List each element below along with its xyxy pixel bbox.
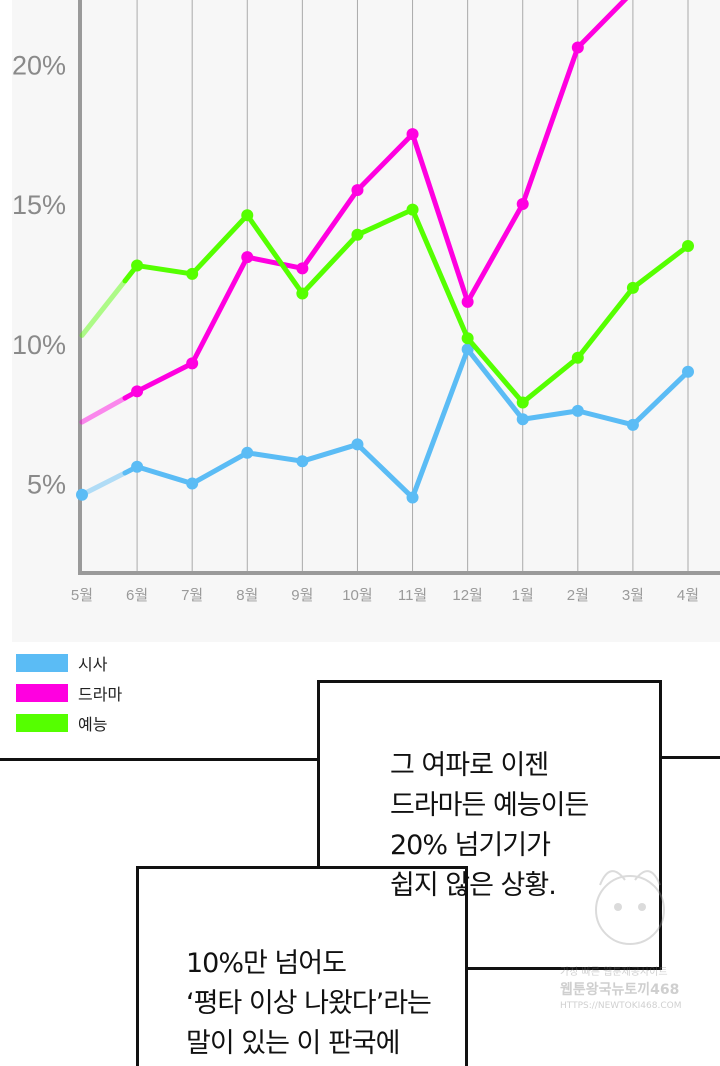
data-point (571, 351, 584, 364)
data-point (682, 239, 694, 252)
data-point (296, 287, 309, 300)
legend-label-variety: 예능 (78, 715, 108, 734)
x-tick-label: 12월 (452, 587, 483, 604)
caption-line: 10%만 넘어도 (186, 948, 347, 979)
x-tick-label: 6월 (126, 587, 148, 604)
x-tick-label: 10월 (342, 587, 373, 604)
divider-right (658, 756, 720, 759)
chart-panel: 5% 10% 15% 20% 5월 6월 7월 8월 9월 10월 11월 12월 1월 2월 3월 4월 (12, 0, 720, 642)
mascot-icon (595, 870, 665, 945)
data-point (351, 438, 364, 451)
data-point (682, 365, 694, 378)
series-fade-0 (79, 470, 128, 498)
series-line-1 (134, 0, 629, 394)
data-point (241, 251, 254, 264)
x-tick-label: 9월 (291, 587, 313, 604)
caption-bubble-1: 그 여파로 이젠 드라마든 예능이든 20% 넘기기가 쉽지 않은 상황. (390, 746, 589, 906)
panel-overlap-mask (320, 869, 465, 967)
data-point (571, 404, 584, 417)
y-tick-label: 20% (12, 50, 66, 80)
data-point (131, 259, 144, 272)
legend-label-sisa: 시사 (78, 655, 108, 674)
data-point (516, 413, 529, 426)
y-tick-label: 10% (12, 330, 66, 360)
legend-swatch-sisa (16, 654, 68, 672)
legend-label-drama: 드라마 (78, 685, 123, 704)
watermark-line-1: 가장 빠른 웹툰제공사이트 (560, 967, 668, 978)
legend-swatch-drama (16, 684, 68, 702)
chart-legend: 시사 드라마 예능 (16, 648, 122, 738)
legend-item-drama: 드라마 (16, 678, 122, 708)
data-point (296, 455, 309, 468)
data-point (461, 295, 474, 308)
x-tick-label: 8월 (236, 587, 258, 604)
data-point (186, 267, 199, 280)
data-point (351, 184, 364, 197)
data-point (131, 460, 144, 473)
caption-line: ‘평타 이상 나왔다’라는 (186, 988, 432, 1019)
data-point (241, 446, 254, 459)
series-fade-1 (79, 395, 128, 425)
x-tick-label: 1월 (512, 587, 534, 604)
data-point (406, 128, 419, 141)
watermark-line-3: HTTPS://NEWTOKI468.COM (560, 1001, 682, 1011)
caption-line: 드라마든 예능이든 (390, 790, 589, 821)
data-point (461, 343, 474, 356)
watermark-line-2: 웹툰왕국뉴토끼468 (560, 982, 680, 998)
data-point (406, 491, 419, 504)
data-point (516, 396, 529, 409)
y-tick-label: 5% (27, 470, 66, 500)
data-point (406, 203, 419, 216)
caption-line: 말이 있는 이 판국에 (186, 1028, 400, 1059)
y-tick-label: 15% (12, 190, 66, 220)
x-tick-label: 2월 (567, 587, 589, 604)
x-tick-label: 3월 (622, 587, 644, 604)
data-point (131, 385, 144, 398)
x-tick-label: 4월 (677, 587, 699, 604)
data-point (516, 198, 529, 211)
data-point (351, 228, 364, 241)
caption-bubble-2: 10%만 넘어도 ‘평타 이상 나왔다’라는 말이 있는 이 판국에 (186, 944, 432, 1064)
caption-line: 쉽지 않은 상황. (390, 870, 557, 901)
data-point (571, 41, 584, 54)
data-point (626, 418, 639, 431)
caption-line: 그 여파로 이젠 (390, 750, 549, 781)
divider-left (0, 758, 320, 761)
data-point (296, 262, 309, 275)
data-point (186, 477, 199, 490)
x-tick-label: 5월 (71, 587, 93, 604)
x-tick-label: 7월 (181, 587, 203, 604)
data-point (76, 488, 88, 501)
data-point (186, 357, 199, 370)
legend-swatch-variety (16, 714, 68, 732)
site-watermark: 가장 빠른 웹툰제공사이트 웹툰왕국뉴토끼468 HTTPS://NEWTOKI… (560, 855, 690, 1025)
caption-line: 20% 넘기기가 (390, 830, 551, 861)
legend-item-variety: 예능 (16, 708, 122, 738)
data-point (241, 209, 254, 222)
x-tick-label: 11월 (398, 587, 427, 604)
legend-item-sisa: 시사 (16, 648, 122, 678)
data-point (626, 281, 639, 294)
data-point (461, 332, 474, 345)
series-fade-2 (79, 278, 128, 338)
line-chart: 5% 10% 15% 20% 5월 6월 7월 8월 9월 10월 11월 12월 1월 2월 3월 4월 (12, 0, 720, 604)
